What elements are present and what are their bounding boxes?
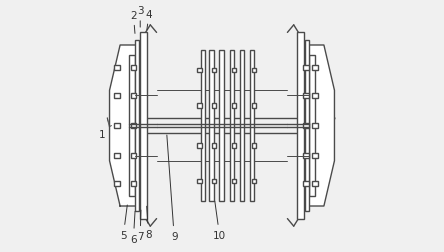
Bar [212, 179, 216, 183]
Bar [252, 69, 257, 73]
Bar [312, 93, 317, 99]
Bar [305, 41, 309, 211]
Text: 2: 2 [130, 11, 137, 34]
Bar [232, 69, 236, 73]
Bar [230, 51, 234, 201]
Bar [114, 181, 120, 186]
Bar [252, 179, 257, 183]
Text: 8: 8 [145, 206, 152, 239]
Bar [250, 51, 254, 201]
Bar [309, 56, 315, 196]
Bar [135, 41, 139, 211]
Bar [197, 179, 202, 183]
Text: 7: 7 [137, 210, 143, 241]
Bar [303, 66, 309, 71]
Bar [131, 123, 136, 129]
Bar [212, 104, 216, 108]
Bar [252, 144, 257, 148]
Text: 9: 9 [167, 136, 178, 241]
Bar [232, 104, 236, 108]
Bar [131, 153, 136, 159]
Bar [131, 93, 136, 99]
Bar [232, 179, 236, 183]
Bar [131, 66, 136, 71]
Bar [312, 153, 317, 159]
Bar [114, 123, 120, 129]
Polygon shape [300, 46, 334, 206]
Bar [303, 93, 309, 99]
Bar [212, 144, 216, 148]
Bar [210, 51, 214, 201]
Bar [303, 123, 309, 129]
Bar [201, 51, 205, 201]
Polygon shape [110, 46, 144, 206]
Bar [312, 181, 317, 186]
Bar [197, 69, 202, 73]
Bar [197, 104, 202, 108]
Bar [114, 93, 120, 99]
Bar [140, 33, 147, 219]
Bar [303, 153, 309, 159]
Text: 4: 4 [146, 10, 152, 30]
Bar [240, 51, 244, 201]
Text: 1: 1 [99, 126, 111, 140]
Text: 3: 3 [137, 6, 143, 28]
Bar [114, 153, 120, 159]
Text: 5: 5 [120, 205, 127, 240]
Bar [197, 144, 202, 148]
Bar [131, 181, 136, 186]
Bar [252, 104, 257, 108]
Bar [312, 123, 317, 129]
Bar [219, 51, 224, 201]
Bar [212, 69, 216, 73]
Bar [129, 56, 135, 196]
Bar [114, 66, 120, 71]
Bar [312, 66, 317, 71]
Text: 10: 10 [213, 201, 226, 240]
Bar [232, 144, 236, 148]
Bar [297, 33, 304, 219]
Text: 6: 6 [130, 211, 137, 244]
Bar [303, 181, 309, 186]
